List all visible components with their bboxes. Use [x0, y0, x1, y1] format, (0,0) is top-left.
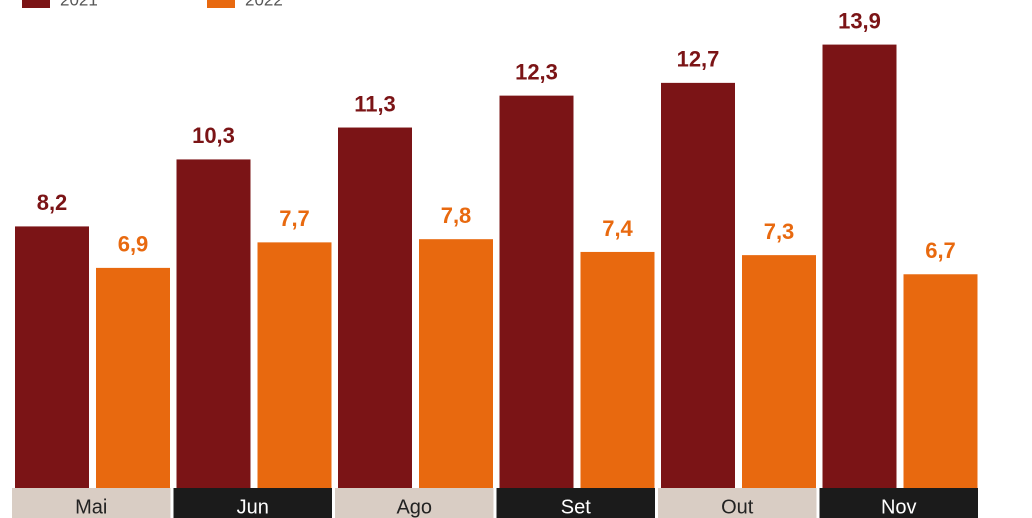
value-label: 11,3 — [354, 91, 396, 116]
x-tick-label: Set — [561, 496, 591, 518]
category-box — [173, 488, 332, 518]
value-label: 13,9 — [838, 8, 881, 33]
bar — [338, 127, 412, 488]
x-tick-label: Mai — [75, 496, 107, 518]
category-box — [496, 488, 655, 518]
bar — [15, 226, 89, 489]
bar — [580, 251, 655, 488]
value-label: 12,3 — [515, 59, 558, 84]
value-label: 8,2 — [37, 190, 68, 215]
value-label: 6,7 — [925, 238, 956, 263]
legend-swatch — [22, 0, 50, 8]
value-label: 6,9 — [118, 232, 149, 257]
value-label: 7,4 — [602, 216, 633, 241]
category-box — [658, 488, 817, 518]
bar — [661, 82, 735, 489]
category-box — [12, 488, 171, 518]
x-tick-label: Nov — [881, 496, 917, 518]
category-box — [819, 488, 978, 518]
bar — [903, 274, 978, 488]
x-tick-label: Jun — [237, 496, 269, 518]
x-tick-label: Out — [721, 496, 754, 518]
value-label: 12,7 — [677, 47, 720, 72]
legend-label: 2021 — [60, 0, 98, 9]
category-box — [335, 488, 494, 518]
value-label: 7,3 — [764, 219, 795, 244]
value-label: 7,7 — [279, 206, 310, 231]
x-tick-label: Ago — [396, 496, 432, 518]
value-label: 10,3 — [192, 123, 235, 148]
legend-swatch — [207, 0, 235, 8]
bar — [96, 267, 170, 488]
bar — [419, 239, 493, 488]
bar — [176, 159, 251, 488]
legend-label: 2022 — [245, 0, 283, 9]
bar — [257, 242, 332, 488]
bar — [742, 255, 816, 488]
value-label: 7,8 — [441, 203, 472, 228]
bar — [499, 95, 574, 488]
bar — [822, 44, 897, 489]
